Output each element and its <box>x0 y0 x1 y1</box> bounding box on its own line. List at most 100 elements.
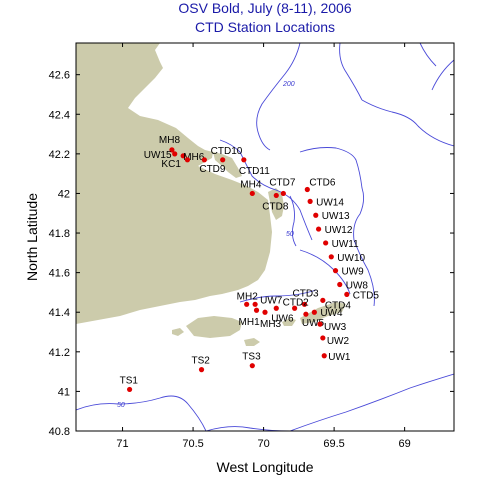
land-marthas-vineyard <box>186 316 242 338</box>
contour-line <box>419 43 437 67</box>
station-label: CTD2 <box>283 297 310 308</box>
station-marker <box>273 305 279 311</box>
contour-line <box>299 147 375 307</box>
station-label: CTD6 <box>309 177 336 188</box>
station-marker <box>126 386 133 393</box>
land-mainland <box>76 43 272 324</box>
contour-line <box>289 373 454 431</box>
station-marker <box>241 157 247 163</box>
station-marker <box>220 157 226 163</box>
map-title: OSV Bold, July (8-11), 2006 <box>178 0 351 16</box>
station-marker <box>249 190 255 197</box>
x-tick-label: 71 <box>116 438 128 450</box>
station-marker <box>317 321 323 327</box>
y-tick-label: 42 <box>58 188 70 200</box>
x-tick-label: 69 <box>399 438 411 450</box>
station-label: CTD10 <box>211 146 243 157</box>
station-marker <box>201 157 207 163</box>
contour-line <box>239 289 317 303</box>
land-island <box>172 328 184 336</box>
station-marker <box>320 297 326 303</box>
plot-frame <box>75 42 455 432</box>
station-label: CTD3 <box>292 288 319 299</box>
station-label: TS2 <box>192 356 211 367</box>
station-label: UW2 <box>327 336 350 347</box>
station-marker <box>321 353 327 359</box>
x-tick-label: 69.5 <box>323 438 344 450</box>
contour-label: 50 <box>117 402 125 409</box>
contour-line <box>431 59 454 91</box>
station-label: TS1 <box>120 375 139 386</box>
station-label: KC1 <box>161 159 181 170</box>
contour-line <box>76 395 207 431</box>
station-marker <box>320 335 326 341</box>
station-marker <box>304 186 310 193</box>
station-label: CTD11 <box>239 166 270 177</box>
station-marker <box>249 363 255 369</box>
station-marker <box>252 301 258 307</box>
station-label: UW7 <box>260 295 283 306</box>
y-axis-ticks: 42.6 42.4 42.2 42 41.8 41.6 41.4 41.2 41 40.8 <box>49 70 454 438</box>
x-tick-label: 70.5 <box>182 438 203 450</box>
station-marker <box>244 301 250 307</box>
y-tick-label: 41 <box>58 386 70 398</box>
station-marker <box>311 309 317 315</box>
station-label: MH8 <box>159 135 181 146</box>
station-label: CTD5 <box>353 290 380 301</box>
station-label: UW15 <box>144 150 172 161</box>
x-axis-label: West Longitude <box>216 459 313 475</box>
contour-line <box>256 43 301 151</box>
station-marker <box>301 301 308 307</box>
station-marker <box>169 147 175 153</box>
station-label: UW4 <box>320 308 343 319</box>
x-axis-ticks: 71 70.5 70 69.5 69 <box>116 43 411 450</box>
y-tick-label: 41.8 <box>49 228 70 240</box>
y-axis-label: North Latitude <box>24 193 40 281</box>
contour-line <box>361 99 454 147</box>
station-label: UW6 <box>271 313 294 324</box>
station-label: MH3 <box>260 319 282 330</box>
station-marker <box>315 226 322 232</box>
station-marker <box>292 305 298 311</box>
axes: 71 70.5 70 69.5 69 42.6 42.4 42.2 42 41.8 41.6 41.… <box>49 42 455 450</box>
station-marker <box>172 151 178 157</box>
land-island <box>244 338 260 346</box>
station-marker <box>273 192 279 199</box>
station-label: TS3 <box>242 352 261 363</box>
station-marker <box>198 367 205 373</box>
y-tick-label: 42.4 <box>49 109 70 121</box>
station-label: MH1 <box>239 317 261 328</box>
station-label: CTD8 <box>262 201 289 212</box>
station-marker <box>280 190 286 197</box>
station-label: UW9 <box>342 267 365 278</box>
station-marker <box>344 291 350 298</box>
y-tick-label: 42.6 <box>49 70 70 82</box>
station-label: UW8 <box>346 281 369 292</box>
station-marker <box>337 281 343 288</box>
contour-line <box>289 195 297 247</box>
x-tick-label: 70 <box>257 438 269 450</box>
station-label: MH2 <box>237 291 259 302</box>
contour-line <box>219 139 313 241</box>
station-label: UW12 <box>325 225 353 236</box>
station-marker <box>253 307 260 313</box>
station-label: UW14 <box>316 197 344 208</box>
land-cape-hook <box>213 152 242 178</box>
station-marker <box>313 212 319 218</box>
land-cape-tip <box>268 188 284 220</box>
station-marker <box>262 309 268 315</box>
station-label: UW3 <box>324 322 347 333</box>
station-label: UW10 <box>337 253 365 264</box>
station-marker <box>323 240 329 246</box>
station-label: UW13 <box>322 211 350 222</box>
station-label: UW1 <box>328 352 351 363</box>
station-marker <box>307 198 313 204</box>
station-marker <box>328 254 334 260</box>
station-marker <box>180 153 186 159</box>
map-subtitle: CTD Station Locations <box>195 19 335 35</box>
contour-line <box>339 43 363 101</box>
contour-label: 200 <box>282 81 295 88</box>
station-label: CTD9 <box>199 164 226 175</box>
